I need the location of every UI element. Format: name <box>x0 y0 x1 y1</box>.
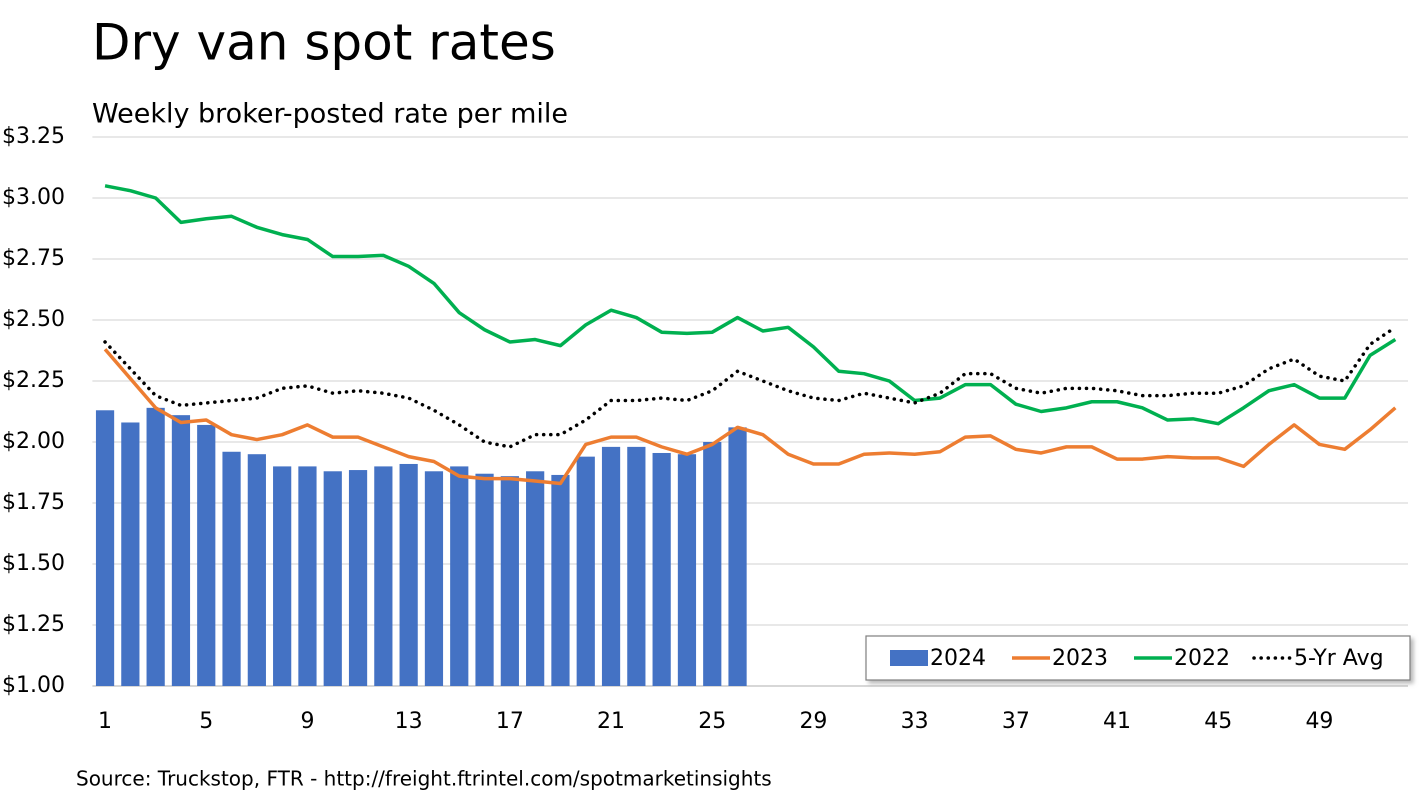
x-tick-label: 21 <box>597 709 625 734</box>
y-tick-label: $1.50 <box>2 551 65 576</box>
bar <box>728 427 747 686</box>
bar <box>197 424 216 686</box>
legend-label: 2023 <box>1052 646 1108 671</box>
bar <box>551 474 570 686</box>
bar <box>273 466 292 686</box>
bar <box>601 446 621 686</box>
bar <box>526 471 545 686</box>
bar <box>348 470 368 686</box>
line <box>103 325 1398 449</box>
bar <box>374 466 393 686</box>
y-tick-label: $3.00 <box>2 185 65 210</box>
x-tick-label: 25 <box>698 709 726 734</box>
y-tick-label: $2.75 <box>2 246 65 271</box>
y-tick-label: $1.25 <box>2 612 65 637</box>
y-tick-label: $1.75 <box>2 490 65 515</box>
line <box>103 348 1397 486</box>
x-tick-label: 5 <box>199 709 213 734</box>
x-tick-label: 37 <box>1002 709 1030 734</box>
bar <box>450 466 469 686</box>
x-tick-label: 17 <box>496 709 524 734</box>
bar <box>627 446 646 686</box>
y-tick-label: $2.25 <box>2 368 65 393</box>
x-tick-label: 49 <box>1305 709 1333 734</box>
x-tick-label: 13 <box>395 709 423 734</box>
legend-label: 5-Yr Avg <box>1294 646 1384 671</box>
bar <box>323 471 342 686</box>
legend-label: 2022 <box>1174 646 1230 671</box>
x-tick-label: 41 <box>1103 709 1131 734</box>
x-tick-label: 9 <box>300 709 314 734</box>
bar <box>298 466 317 686</box>
bar <box>399 463 418 686</box>
y-tick-label: $2.50 <box>2 307 65 332</box>
bar <box>703 442 722 686</box>
chart-subtitle: Weekly broker-posted rate per mile <box>92 99 568 130</box>
bar <box>576 456 595 686</box>
bar <box>475 473 494 686</box>
chart-title: Dry van spot rates <box>92 14 556 72</box>
x-tick-label: 33 <box>901 709 929 734</box>
y-tick-label: $1.00 <box>2 673 65 698</box>
bar <box>146 407 165 686</box>
bar <box>424 471 444 686</box>
y-tick-label: $2.00 <box>2 429 65 454</box>
bar <box>121 422 140 686</box>
x-tick-label: 29 <box>799 709 827 734</box>
bar <box>247 454 266 686</box>
bar <box>95 410 115 686</box>
bar <box>677 454 697 686</box>
x-tick-label: 1 <box>98 709 112 734</box>
x-tick-label: 45 <box>1204 709 1232 734</box>
legend-label: 2024 <box>930 646 986 671</box>
source-note: Source: Truckstop, FTR - http://freight.… <box>76 767 772 791</box>
legend-swatch <box>890 650 928 666</box>
bar <box>222 451 241 686</box>
bar <box>652 452 671 686</box>
line <box>104 184 1397 426</box>
bar <box>171 415 191 686</box>
bar <box>500 476 519 686</box>
y-tick-label: $3.25 <box>2 124 65 149</box>
legend: 2024 2023 2022 5-Yr Avg <box>865 635 1411 681</box>
